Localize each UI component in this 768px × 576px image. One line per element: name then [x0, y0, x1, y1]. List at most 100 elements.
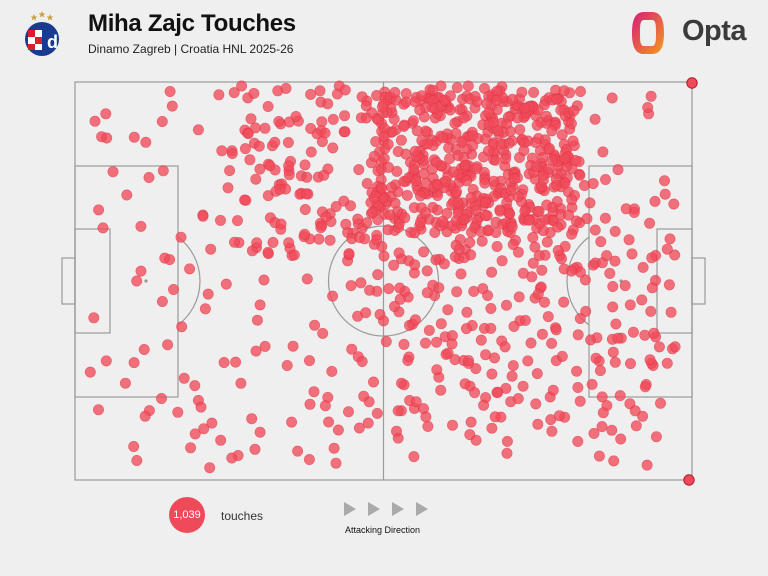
touch-point [301, 171, 313, 183]
touch-point [131, 454, 143, 466]
touch-point [446, 338, 458, 350]
touch-point [479, 177, 491, 189]
touch-point [500, 299, 512, 311]
page-subtitle: Dinamo Zagreb | Croatia HNL 2025-26 [88, 42, 294, 56]
touch-point [157, 165, 169, 177]
touch-point [327, 290, 339, 302]
touch-point [522, 355, 534, 367]
touch-point [594, 365, 606, 377]
touch-point [532, 288, 544, 300]
touch-point [339, 126, 351, 138]
touch-point [464, 237, 476, 249]
touch-point [574, 169, 586, 181]
touch-point [654, 397, 666, 409]
touch-point [469, 387, 481, 399]
touch-point [629, 405, 641, 417]
touch-point [282, 137, 294, 149]
touch-point [449, 117, 461, 129]
touch-point [197, 210, 209, 222]
opta-logo-icon [632, 12, 664, 54]
touch-point [591, 332, 603, 344]
touch-point [467, 130, 479, 142]
touch-point [459, 378, 471, 390]
touch-point [517, 380, 529, 392]
touch-point [427, 84, 439, 96]
touch-point [390, 425, 402, 437]
touch-point [394, 282, 406, 294]
touch-point [408, 227, 420, 239]
touch-point [627, 326, 639, 338]
touch-point [519, 102, 531, 114]
touch-count-label: touches [221, 509, 264, 523]
touch-point [446, 419, 458, 431]
touch-point [236, 80, 248, 92]
touch-point [176, 321, 188, 333]
touch-point [530, 398, 542, 410]
touch-point [226, 452, 238, 464]
touch-point [422, 420, 434, 432]
touch-point [435, 384, 447, 396]
touch-point [572, 381, 584, 393]
touch-point [262, 101, 274, 113]
touch-point [242, 128, 254, 140]
touch-point [275, 218, 287, 230]
touch-point [462, 80, 474, 92]
touch-point [121, 189, 133, 201]
touch-point [530, 161, 542, 173]
right-goal [691, 257, 706, 305]
touch-point [637, 410, 649, 422]
touch-point [503, 208, 515, 220]
touch-point [597, 407, 609, 419]
touch-point [367, 376, 379, 388]
touch-point [172, 406, 184, 418]
left-penalty-area [74, 165, 179, 398]
touch-point [215, 214, 227, 226]
touch-point [202, 288, 214, 300]
touch-point [489, 154, 501, 166]
touch-point [469, 91, 481, 103]
touch-point [620, 203, 632, 215]
touch-point [355, 277, 367, 289]
touch-point [646, 282, 658, 294]
touch-point [659, 188, 671, 200]
touch-point [475, 334, 487, 346]
touch-point [416, 135, 428, 147]
touch-point [135, 220, 147, 232]
touch-point [447, 166, 459, 178]
right-penalty-spot [619, 279, 623, 283]
touch-point [395, 377, 407, 389]
touch-point [360, 100, 372, 112]
touch-point [156, 392, 168, 404]
touch-point [254, 299, 266, 311]
touch-point [565, 265, 577, 277]
touch-point [414, 190, 426, 202]
touch-point [547, 384, 559, 396]
touch-count-badge [169, 497, 205, 533]
touch-point [574, 86, 586, 98]
touch-point [609, 255, 621, 267]
touch-point [84, 366, 96, 378]
touch-point [590, 352, 602, 364]
touch-point [586, 378, 598, 390]
touch-point [318, 169, 330, 181]
touch-point [668, 198, 680, 210]
touch-point [645, 90, 657, 102]
touch-point [665, 306, 677, 318]
touch-point [470, 163, 482, 175]
touch-point [327, 142, 339, 154]
touch-point [317, 327, 329, 339]
touch-point [264, 160, 276, 172]
touch-point [450, 127, 462, 139]
touch-point [398, 338, 410, 350]
touch-point [301, 273, 313, 285]
touch-point [274, 183, 286, 195]
dinamo-zagreb-crest-icon: d [25, 11, 59, 56]
touch-point [661, 243, 673, 255]
touch-point [168, 283, 180, 295]
touch-count: 1,039 [173, 509, 201, 521]
touch-point [455, 268, 467, 280]
touch-point [184, 263, 196, 275]
touch-point [637, 261, 649, 273]
touch-point [597, 146, 609, 158]
touch-point [409, 96, 421, 108]
